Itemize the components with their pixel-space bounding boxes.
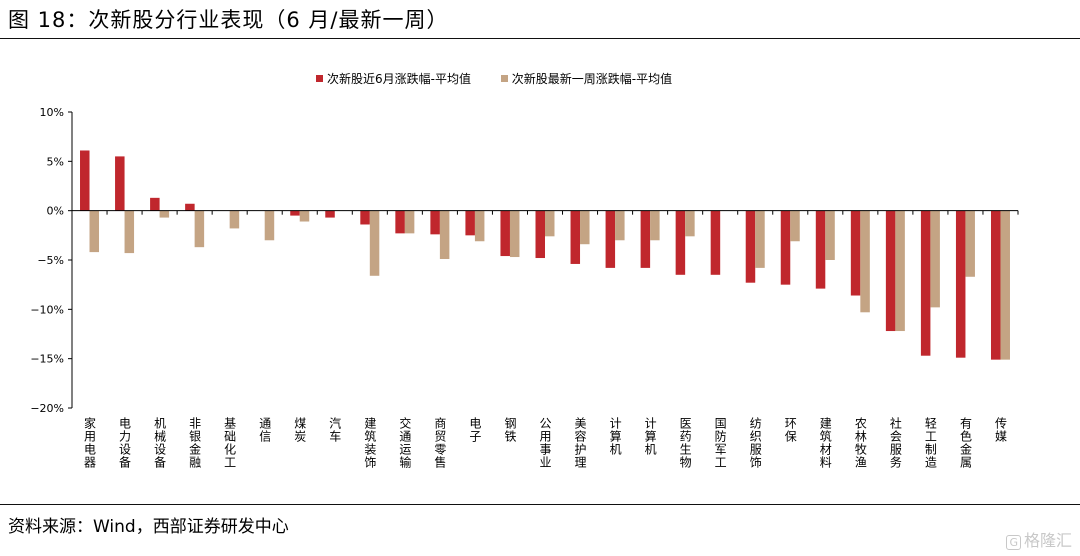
x-category-label: 电子 — [468, 417, 482, 443]
x-category-label: 建筑材料 — [818, 417, 832, 469]
y-tick-label: 0% — [47, 205, 64, 218]
x-category-label: 计算机 — [643, 417, 657, 456]
bar-series-1 — [150, 197, 160, 211]
bar-series-1 — [885, 210, 896, 332]
bar-series-1 — [640, 210, 651, 268]
x-category-label: 轻工制造 — [923, 417, 937, 469]
bar-series-1 — [920, 210, 931, 356]
bar-series-1 — [465, 210, 475, 236]
x-category-label: 环保 — [783, 417, 797, 443]
legend-label-series-2: 次新股最新一周涨跌幅-平均值 — [511, 72, 673, 86]
bar-series-2 — [930, 210, 940, 308]
x-category-label: 传媒 — [993, 416, 1007, 443]
bar-series-1 — [290, 210, 300, 216]
bar-series-2 — [685, 210, 695, 237]
x-category-label: 纺织服饰 — [748, 417, 762, 469]
legend-label-series-1: 次新股近6月涨跌幅-平均值 — [327, 72, 471, 86]
bar-series-1 — [185, 203, 195, 211]
bar-chart: 10% 5% 0% −5% −10% −15% −20% 家用电器 电力设备 机械设备 非银金融 基础… — [30, 106, 1019, 469]
legend-swatch-red — [316, 75, 323, 82]
legend-item-series-1: 次新股近6月涨跌幅-平均值 — [316, 70, 471, 87]
bar-series-2 — [369, 210, 380, 276]
y-tick-label: 10% — [40, 106, 64, 119]
x-category-label: 计算机 — [608, 417, 622, 456]
x-category-label: 农林牧渔 — [853, 417, 867, 469]
top-rule — [0, 38, 1080, 39]
bar-series-1 — [780, 210, 791, 285]
bar-series-2 — [860, 210, 870, 313]
x-category-label: 美容护理 — [573, 417, 587, 469]
bar-series-1 — [360, 210, 370, 225]
bar-series-2 — [159, 210, 170, 218]
x-category-label: 通信 — [258, 417, 272, 443]
x-category-label: 电力设备 — [118, 417, 132, 469]
bar-series-1 — [570, 210, 581, 264]
y-tick-label: 5% — [47, 155, 64, 168]
bar-series-1 — [955, 210, 966, 358]
bar-series-2 — [545, 210, 555, 237]
bar-series-2 — [650, 210, 660, 241]
figure-title: 图 18：次新股分行业表现（6 月/最新一周） — [8, 8, 449, 32]
bar-series-2 — [264, 210, 275, 241]
bar-series-2 — [895, 210, 905, 332]
bar-series-1 — [535, 210, 545, 259]
bar-series-1 — [990, 210, 1001, 360]
x-category-label: 家用电器 — [83, 416, 97, 469]
x-category-label: 基础化工 — [223, 417, 237, 469]
bar-series-2 — [509, 210, 520, 258]
y-tick-label: −20% — [30, 402, 64, 415]
bar-series-1 — [675, 210, 686, 275]
bar-series-2 — [580, 210, 590, 245]
x-category-label: 社会服务 — [888, 416, 902, 469]
chart-legend: 次新股近6月涨跌幅-平均值 次新股最新一周涨跌幅-平均值 — [316, 70, 698, 87]
bar-series-2 — [229, 210, 240, 229]
x-category-label: 商贸零售 — [433, 416, 447, 469]
bar-series-2 — [194, 210, 205, 248]
bottom-rule — [0, 504, 1080, 505]
x-category-label: 有色金属 — [958, 417, 972, 469]
bar-series-2 — [790, 210, 800, 242]
bar-series-1 — [710, 210, 721, 275]
bar-series-1 — [395, 210, 405, 234]
bar-series-2 — [1000, 210, 1010, 360]
bar-series-2 — [474, 210, 485, 242]
bar-series-1 — [815, 210, 826, 289]
bar-series-2 — [299, 210, 310, 222]
bar-series-2 — [439, 210, 450, 260]
bar-series-2 — [825, 210, 835, 260]
watermark-icon: G — [1006, 535, 1021, 550]
bar-series-1 — [745, 210, 756, 283]
bar-series-1 — [850, 210, 861, 296]
x-category-label: 机械设备 — [153, 417, 167, 469]
legend-swatch-tan — [500, 75, 508, 82]
x-category-label: 钢铁 — [503, 417, 517, 443]
y-tick-label: −10% — [30, 303, 64, 316]
bar-series-1 — [115, 156, 125, 211]
bar-series-1 — [80, 150, 90, 211]
y-tick-label: −15% — [30, 353, 64, 366]
x-category-label: 医药生物 — [678, 417, 692, 469]
x-category-label: 汽车 — [328, 416, 342, 443]
bar-series-1 — [500, 210, 510, 257]
bar-series-2 — [965, 210, 975, 277]
bar-series-1 — [325, 210, 335, 218]
bar-series-2 — [615, 210, 625, 241]
x-category-label: 交通运输 — [398, 416, 412, 469]
bar-series-2 — [755, 210, 765, 268]
bar-series-2 — [89, 210, 100, 253]
x-category-label: 国防军工 — [713, 417, 727, 469]
bar-series-2 — [404, 210, 415, 234]
bar-series-2 — [124, 210, 135, 254]
y-tick-label: −5% — [37, 254, 64, 267]
watermark-text: 格隆汇 — [1023, 531, 1072, 550]
x-category-label: 建筑装饰 — [363, 417, 377, 469]
legend-item-series-2: 次新股最新一周涨跌幅-平均值 — [500, 70, 673, 87]
x-category-label: 公用事业 — [538, 417, 552, 469]
bar-series-1 — [605, 210, 616, 268]
source-note: 资料来源：Wind，西部证券研发中心 — [8, 517, 289, 537]
x-category-label: 非银金融 — [188, 417, 202, 469]
watermark-logo: G 格隆汇 — [1006, 527, 1072, 551]
bar-series-1 — [430, 210, 440, 235]
x-category-label: 煤炭 — [293, 417, 307, 443]
